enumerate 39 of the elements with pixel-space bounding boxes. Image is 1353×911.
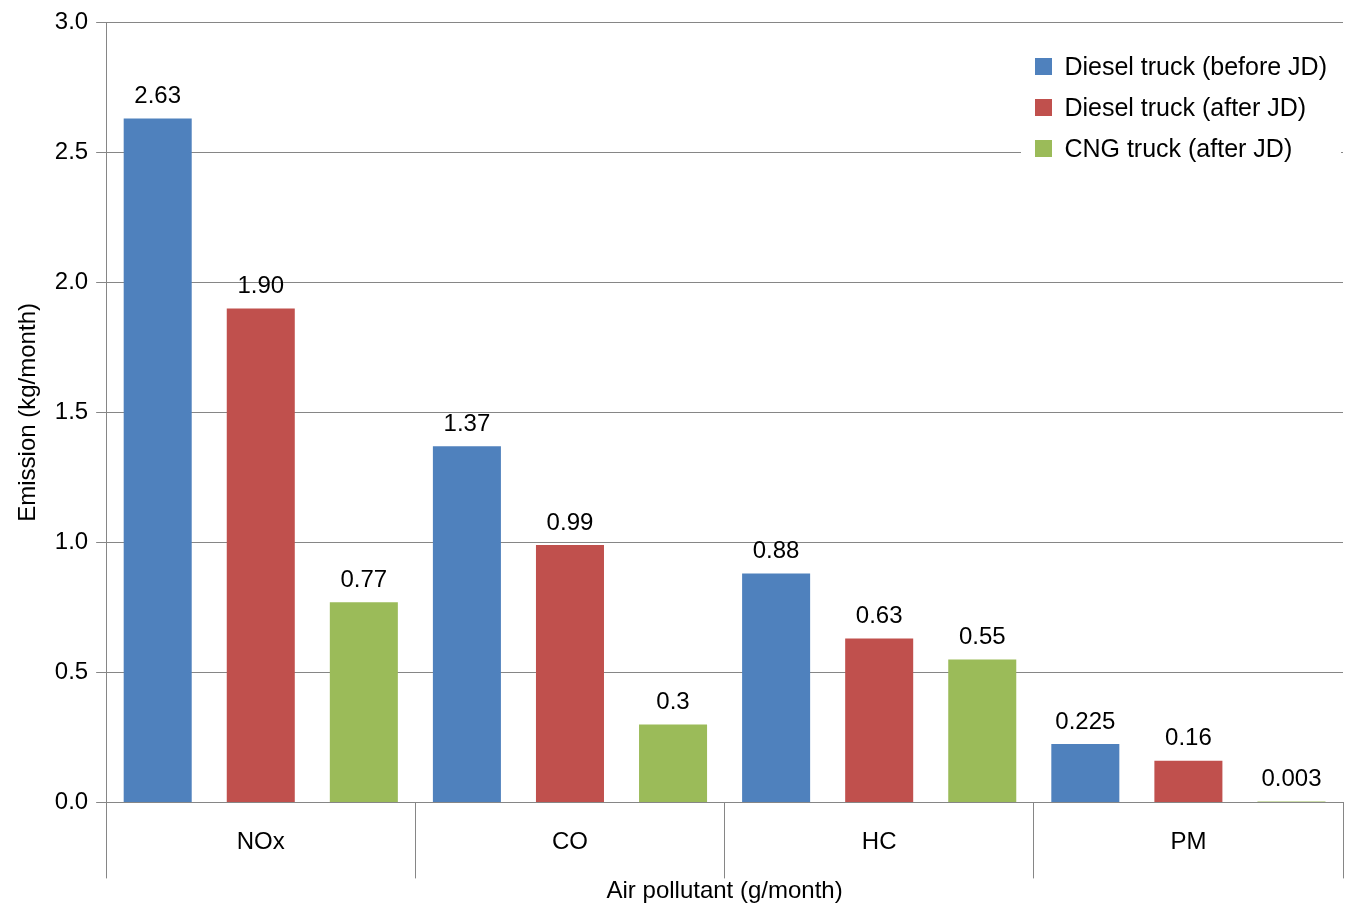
y-tick-label: 0.5 (54, 657, 89, 685)
legend-label: Diesel truck (after JD) (1064, 93, 1307, 123)
bar (432, 446, 501, 802)
y-tick-label: 1.0 (54, 527, 89, 555)
bar (226, 308, 295, 802)
data-label: 0.99 (546, 507, 594, 535)
bar (1051, 743, 1120, 802)
data-label: 0.77 (340, 564, 388, 592)
x-tick-label: CO (551, 827, 588, 855)
bar (535, 545, 604, 802)
y-tick-label: 0.0 (54, 787, 89, 815)
data-label: 1.37 (443, 408, 491, 436)
y-tick-label: 2.0 (54, 267, 89, 295)
bar (742, 573, 811, 802)
y-tick-label: 2.5 (54, 137, 89, 165)
data-label: 0.63 (855, 601, 903, 629)
x-tick-label: PM (1170, 827, 1207, 855)
data-label: 2.63 (134, 81, 182, 109)
bar (845, 638, 914, 802)
data-label: 0.55 (958, 622, 1006, 650)
data-label: 0.225 (1055, 706, 1116, 734)
x-tick-label: NOx (236, 827, 285, 855)
data-label: 0.88 (752, 536, 800, 564)
data-label: 0.003 (1261, 764, 1322, 792)
y-tick-label: 1.5 (54, 397, 89, 425)
bar (639, 724, 708, 802)
x-tick-label: HC (861, 827, 897, 855)
legend-label: Diesel truck (before JD) (1064, 52, 1327, 82)
data-label: 0.3 (656, 687, 690, 715)
x-axis-title: Air pollutant (g/month) (606, 876, 843, 904)
data-label: 1.90 (237, 271, 285, 299)
y-axis-title: Emission (kg/month) (13, 303, 41, 522)
y-tick-label: 3.0 (54, 7, 89, 35)
legend-label: CNG truck (after JD) (1064, 134, 1293, 164)
bar (329, 602, 398, 802)
bar (948, 659, 1017, 802)
bar (1154, 760, 1223, 802)
data-label: 0.16 (1165, 723, 1212, 751)
bar (123, 118, 192, 802)
